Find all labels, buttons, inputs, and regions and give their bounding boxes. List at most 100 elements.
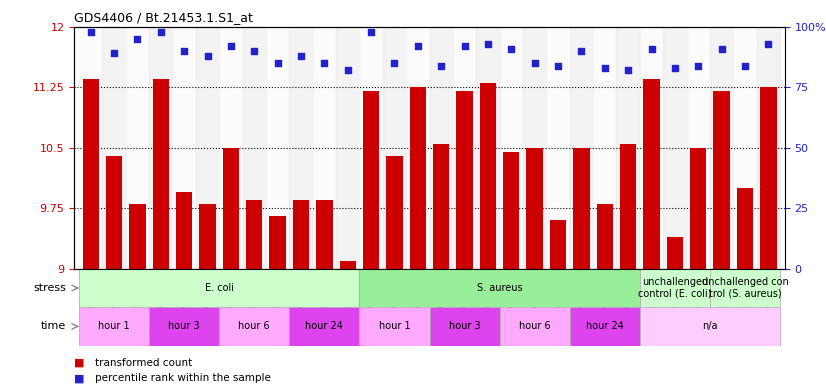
Bar bbox=[433, 144, 449, 384]
Bar bbox=[430, 27, 453, 269]
Bar bbox=[430, 307, 500, 346]
Point bbox=[621, 67, 634, 73]
Text: E. coli: E. coli bbox=[205, 283, 234, 293]
Bar bbox=[620, 144, 636, 384]
Bar bbox=[643, 79, 660, 384]
Text: stress: stress bbox=[33, 283, 66, 293]
Text: percentile rank within the sample: percentile rank within the sample bbox=[95, 373, 271, 383]
Point bbox=[411, 43, 425, 49]
Bar bbox=[382, 27, 406, 269]
Bar bbox=[106, 156, 122, 384]
Bar bbox=[150, 307, 219, 346]
Point bbox=[388, 60, 401, 66]
Text: unchallenged
control (E. coli): unchallenged control (E. coli) bbox=[638, 277, 712, 299]
Point bbox=[762, 41, 775, 47]
Text: hour 3: hour 3 bbox=[449, 321, 481, 331]
Point bbox=[552, 63, 565, 69]
Bar bbox=[196, 27, 219, 269]
Bar bbox=[663, 27, 686, 269]
Bar bbox=[546, 27, 570, 269]
Bar bbox=[126, 27, 150, 269]
Point bbox=[154, 29, 168, 35]
Bar bbox=[570, 27, 593, 269]
Text: hour 1: hour 1 bbox=[98, 321, 130, 331]
Text: hour 24: hour 24 bbox=[306, 321, 344, 331]
Point bbox=[178, 48, 191, 54]
Text: ■: ■ bbox=[74, 373, 85, 383]
Bar bbox=[83, 79, 99, 384]
Point bbox=[364, 29, 377, 35]
Point bbox=[528, 60, 541, 66]
Text: hour 6: hour 6 bbox=[239, 321, 270, 331]
Bar bbox=[387, 156, 402, 384]
Bar bbox=[363, 91, 379, 384]
Point bbox=[645, 46, 658, 52]
Text: GDS4406 / Bt.21453.1.S1_at: GDS4406 / Bt.21453.1.S1_at bbox=[74, 11, 254, 24]
Bar bbox=[570, 307, 640, 346]
Bar bbox=[686, 27, 710, 269]
Bar bbox=[714, 91, 730, 384]
Bar bbox=[667, 237, 683, 384]
Bar bbox=[129, 204, 145, 384]
Point bbox=[225, 43, 238, 49]
Point bbox=[271, 60, 284, 66]
Point bbox=[294, 53, 307, 59]
Bar bbox=[406, 27, 430, 269]
Bar bbox=[457, 91, 472, 384]
Text: hour 3: hour 3 bbox=[169, 321, 200, 331]
Bar bbox=[477, 27, 500, 269]
Text: hour 24: hour 24 bbox=[586, 321, 624, 331]
Bar bbox=[359, 269, 640, 307]
Bar bbox=[246, 200, 263, 384]
Bar bbox=[336, 27, 359, 269]
Text: hour 6: hour 6 bbox=[519, 321, 550, 331]
Bar bbox=[359, 307, 430, 346]
Bar bbox=[79, 307, 150, 346]
Bar bbox=[526, 148, 543, 384]
Point bbox=[84, 29, 97, 35]
Bar bbox=[573, 148, 590, 384]
Text: transformed count: transformed count bbox=[95, 358, 192, 368]
Point bbox=[598, 65, 611, 71]
Bar bbox=[316, 200, 333, 384]
Point bbox=[107, 50, 121, 56]
Point bbox=[434, 63, 448, 69]
Bar bbox=[596, 204, 613, 384]
Bar bbox=[453, 27, 477, 269]
Bar bbox=[616, 27, 640, 269]
Bar bbox=[760, 88, 776, 384]
Bar bbox=[269, 217, 286, 384]
Bar bbox=[339, 261, 356, 384]
Bar bbox=[199, 204, 216, 384]
Bar bbox=[593, 27, 616, 269]
Point bbox=[715, 46, 729, 52]
Point bbox=[482, 41, 495, 47]
Bar bbox=[223, 148, 239, 384]
Bar bbox=[523, 27, 546, 269]
Bar bbox=[313, 27, 336, 269]
Point bbox=[318, 60, 331, 66]
Bar bbox=[710, 269, 780, 307]
Text: hour 1: hour 1 bbox=[378, 321, 411, 331]
Point bbox=[575, 48, 588, 54]
Bar bbox=[550, 220, 566, 384]
Bar bbox=[640, 27, 663, 269]
Bar bbox=[480, 83, 496, 384]
Point bbox=[738, 63, 752, 69]
Bar bbox=[690, 148, 706, 384]
Bar bbox=[219, 27, 243, 269]
Bar bbox=[640, 269, 710, 307]
Bar bbox=[173, 27, 196, 269]
Bar bbox=[359, 27, 382, 269]
Bar bbox=[79, 27, 102, 269]
Bar bbox=[176, 192, 192, 384]
Bar bbox=[219, 307, 289, 346]
Bar bbox=[737, 188, 753, 384]
Bar bbox=[710, 27, 733, 269]
Bar bbox=[733, 27, 757, 269]
Point bbox=[458, 43, 471, 49]
Bar bbox=[243, 27, 266, 269]
Bar bbox=[289, 307, 359, 346]
Text: ■: ■ bbox=[74, 358, 85, 368]
Text: time: time bbox=[40, 321, 66, 331]
